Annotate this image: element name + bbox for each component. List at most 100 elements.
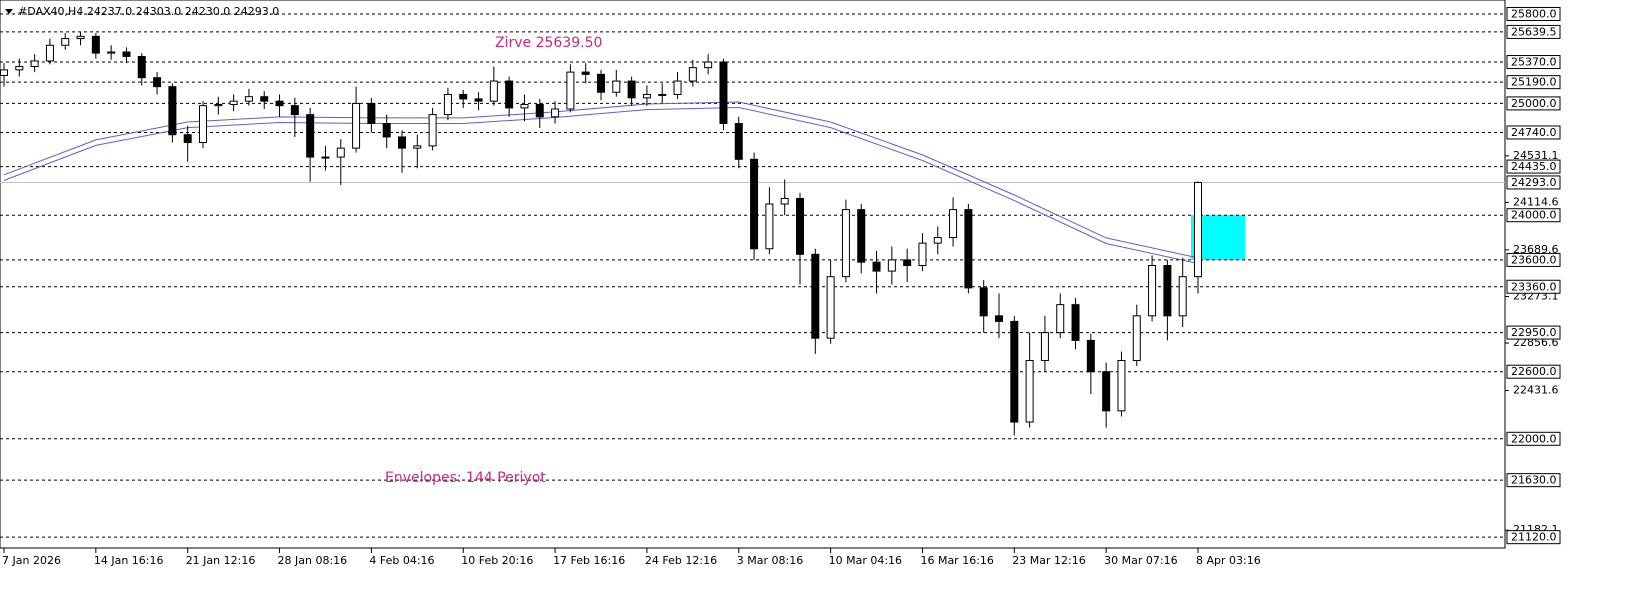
candle-body <box>505 80 514 109</box>
x-tick-label: 8 Apr 03:16 <box>1196 554 1261 567</box>
candle-body <box>336 147 345 158</box>
x-tick-label: 23 Mar 12:16 <box>1012 554 1085 567</box>
candle-body <box>520 104 529 109</box>
candle-body <box>275 100 284 107</box>
candle-body <box>887 259 896 272</box>
candle-body <box>551 108 560 118</box>
candle-body <box>30 60 39 68</box>
candle-body <box>459 93 468 100</box>
x-tick-label: 10 Mar 04:16 <box>829 554 902 567</box>
level-label: 25639.5 <box>1511 25 1557 38</box>
level-label: 22000.0 <box>1511 432 1557 445</box>
candle-body <box>352 102 361 149</box>
candle-body <box>1025 360 1034 423</box>
candle-body <box>122 51 131 57</box>
candle-body <box>1178 276 1187 317</box>
level-label-box <box>1506 431 1561 446</box>
level-label: 23600.0 <box>1511 253 1557 266</box>
candle-body <box>260 96 269 102</box>
y-tick-label: 24531.1 <box>1513 149 1559 162</box>
level-label-box <box>1506 208 1561 223</box>
level-label: 23360.0 <box>1511 280 1557 293</box>
candle-body <box>719 61 728 125</box>
candle-body <box>979 287 988 317</box>
x-tick-label: 10 Feb 20:16 <box>461 554 533 567</box>
candle-body <box>367 102 376 125</box>
candle-body <box>765 203 774 250</box>
candle-body <box>949 209 958 239</box>
candle-body <box>535 104 544 118</box>
candle-body <box>443 93 452 116</box>
candle-body <box>1117 360 1126 412</box>
candle-body <box>811 253 820 339</box>
candle-body <box>214 104 223 107</box>
level-label-box <box>1506 125 1561 140</box>
x-tick-label: 24 Feb 12:16 <box>645 554 717 567</box>
annotation: Zirve 25639.50 <box>495 35 602 51</box>
candle-body <box>826 276 835 339</box>
candle-body <box>321 156 330 159</box>
level-label-box <box>1506 530 1561 545</box>
candle-body <box>1086 339 1095 373</box>
level-label-box <box>1506 159 1561 174</box>
candle-body <box>1071 304 1080 341</box>
candle-body <box>872 261 881 272</box>
candle-body <box>933 237 942 244</box>
candle-body <box>290 105 299 116</box>
candle-body <box>612 80 621 93</box>
level-label-box <box>1506 252 1561 267</box>
x-tick-label: 30 Mar 07:16 <box>1104 554 1177 567</box>
candle-body <box>91 35 100 54</box>
candle-body <box>734 123 743 160</box>
y-tick-label: 24114.6 <box>1513 195 1559 208</box>
level-label-box <box>1506 6 1561 21</box>
level-label-box <box>1506 24 1561 39</box>
candle-body <box>642 93 651 99</box>
candle-body <box>428 114 437 147</box>
candle-body <box>107 51 116 54</box>
candle-body <box>1102 371 1111 412</box>
level-label-box <box>1506 96 1561 111</box>
candle-body <box>1148 265 1157 317</box>
candle-body <box>627 80 636 99</box>
level-label: 22600.0 <box>1511 365 1557 378</box>
y-tick-label: 22431.6 <box>1513 384 1559 397</box>
candle-body <box>566 71 575 110</box>
candle-body <box>413 145 422 149</box>
candle-body <box>673 80 682 95</box>
x-tick-label: 4 Feb 04:16 <box>369 554 434 567</box>
level-label: 21120.0 <box>1511 531 1557 544</box>
candle-body <box>796 197 804 255</box>
candle-body <box>780 197 789 205</box>
level-label-box <box>1506 473 1561 488</box>
candle-body <box>918 242 927 267</box>
candle-body <box>1056 304 1065 334</box>
candle-body <box>964 209 973 289</box>
x-tick-label: 21 Jan 12:16 <box>186 554 256 567</box>
level-label-box <box>1506 364 1561 379</box>
candle-body <box>903 259 912 267</box>
x-tick-label: 16 Mar 16:16 <box>920 554 993 567</box>
candle-body <box>857 209 866 263</box>
level-label-box <box>1506 75 1561 90</box>
candle-body <box>841 209 850 278</box>
level-label-box <box>1506 279 1561 294</box>
candle-body <box>1163 265 1172 317</box>
candle-body <box>995 315 1003 322</box>
candle-body <box>168 86 177 136</box>
level-label: 22950.0 <box>1511 326 1557 339</box>
level-label: 24000.0 <box>1511 209 1557 222</box>
candle-body <box>658 93 667 96</box>
candle-body <box>704 61 713 69</box>
current-price-label: 24293.0 <box>1511 176 1557 189</box>
level-label: 25370.0 <box>1511 56 1557 69</box>
candle-body <box>61 38 70 46</box>
level-label: 21630.0 <box>1511 474 1557 487</box>
x-tick-label: 3 Mar 08:16 <box>737 554 803 567</box>
collapse-icon <box>5 9 13 14</box>
symbol-header: #DAX40,H4 24237.0 24303.0 24230.0 24293.… <box>18 5 279 18</box>
candle-body <box>581 71 590 75</box>
candle-body <box>15 66 24 71</box>
